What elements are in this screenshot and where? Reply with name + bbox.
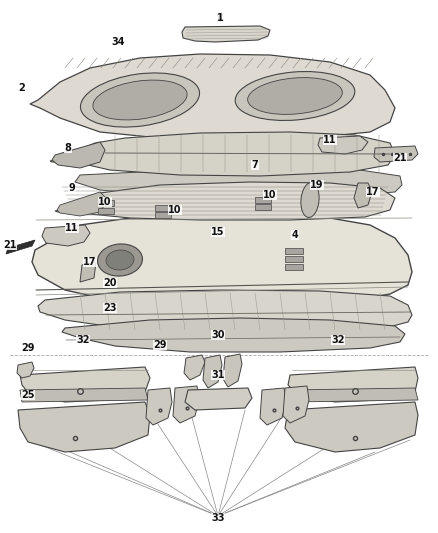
Polygon shape (203, 355, 222, 388)
Polygon shape (55, 182, 395, 220)
Text: 1: 1 (217, 13, 223, 23)
Text: 34: 34 (111, 37, 125, 47)
Ellipse shape (235, 71, 355, 120)
Text: 8: 8 (64, 143, 71, 153)
Text: 2: 2 (19, 83, 25, 93)
Ellipse shape (98, 244, 142, 276)
Polygon shape (185, 388, 252, 410)
Bar (255, 204, 271, 210)
Polygon shape (283, 386, 309, 423)
Bar (155, 212, 171, 218)
Ellipse shape (301, 182, 319, 217)
Polygon shape (173, 386, 199, 423)
Bar (285, 264, 303, 270)
Polygon shape (6, 240, 35, 254)
Bar (155, 205, 171, 211)
Text: 17: 17 (83, 257, 97, 267)
Text: 30: 30 (211, 330, 225, 340)
Polygon shape (50, 132, 395, 176)
Polygon shape (17, 362, 34, 378)
Text: 10: 10 (168, 205, 182, 215)
Polygon shape (62, 318, 405, 352)
Polygon shape (75, 168, 402, 197)
Polygon shape (182, 26, 270, 42)
Text: 15: 15 (211, 227, 225, 237)
Text: 31: 31 (211, 370, 225, 380)
Text: 19: 19 (310, 180, 324, 190)
Text: 10: 10 (263, 190, 277, 200)
Text: 20: 20 (103, 278, 117, 288)
Ellipse shape (247, 78, 343, 115)
Text: 10: 10 (98, 197, 112, 207)
Ellipse shape (81, 73, 200, 127)
Polygon shape (260, 388, 286, 425)
Polygon shape (184, 355, 205, 380)
Bar (98, 208, 114, 214)
Polygon shape (285, 402, 418, 452)
Polygon shape (30, 54, 395, 140)
Text: 11: 11 (323, 135, 337, 145)
Text: 11: 11 (65, 223, 79, 233)
Text: 21: 21 (3, 240, 17, 250)
Polygon shape (223, 354, 242, 387)
Text: 9: 9 (69, 183, 75, 193)
Text: 25: 25 (21, 390, 35, 400)
Text: 7: 7 (251, 160, 258, 170)
Polygon shape (288, 367, 418, 402)
Polygon shape (57, 192, 108, 216)
Ellipse shape (106, 250, 134, 270)
Bar (285, 248, 303, 254)
Polygon shape (18, 402, 150, 452)
Text: 21: 21 (393, 153, 407, 163)
Ellipse shape (93, 80, 187, 120)
Polygon shape (42, 225, 90, 246)
Polygon shape (146, 388, 172, 425)
Polygon shape (20, 367, 150, 402)
Polygon shape (80, 262, 96, 282)
Text: 33: 33 (211, 513, 225, 523)
Text: 32: 32 (331, 335, 345, 345)
Polygon shape (20, 388, 148, 402)
Polygon shape (290, 388, 418, 402)
Bar (285, 256, 303, 262)
Polygon shape (354, 183, 372, 208)
Polygon shape (52, 142, 105, 168)
Polygon shape (374, 146, 418, 162)
Text: 17: 17 (366, 187, 380, 197)
Bar (255, 197, 271, 203)
Polygon shape (32, 215, 412, 306)
Text: 4: 4 (292, 230, 298, 240)
Text: 29: 29 (21, 343, 35, 353)
Polygon shape (318, 136, 368, 154)
Text: 32: 32 (76, 335, 90, 345)
Text: 29: 29 (153, 340, 167, 350)
Text: 23: 23 (103, 303, 117, 313)
Bar (98, 200, 114, 206)
Polygon shape (38, 290, 412, 332)
